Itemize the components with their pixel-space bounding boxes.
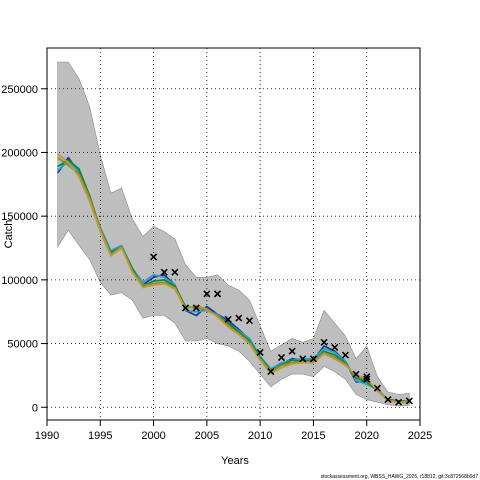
observed-point (320, 338, 328, 346)
y-axis-title: Catch (3, 220, 15, 249)
y-tick-label: 200000 (1, 147, 38, 159)
x-tick-label: 2015 (301, 430, 325, 442)
y-tick-label: 0 (32, 402, 38, 414)
observed-point (224, 315, 232, 323)
observed-point (245, 317, 254, 325)
observed-point (150, 253, 158, 261)
observed-point (277, 354, 286, 362)
y-tick-label: 150000 (1, 211, 38, 223)
observed-point (309, 355, 317, 363)
x-tick-label: 1990 (35, 430, 59, 442)
y-axis: 0 50000 100000 150000 200000 250000 (1, 84, 47, 414)
observed-point (405, 397, 413, 405)
footer-note: stockassessment.org, WBSS_HAWG_2025, r18… (321, 474, 479, 480)
y-tick-label: 100000 (1, 275, 38, 287)
observed-point (363, 375, 371, 383)
confidence-band (57, 61, 410, 407)
observed-point (160, 268, 168, 276)
observed-point (288, 347, 296, 355)
y-tick-label: 250000 (1, 84, 38, 96)
observed-point (395, 398, 403, 406)
observed-point (352, 370, 360, 378)
x-tick-label: 2010 (248, 430, 272, 442)
observed-point (341, 351, 349, 359)
observed-point (213, 290, 222, 298)
x-tick-label: 2020 (354, 430, 378, 442)
observed-point (203, 290, 211, 298)
observed-point (373, 384, 381, 392)
x-tick-label: 2005 (195, 430, 219, 442)
observed-point (171, 268, 179, 276)
observed-point (256, 348, 264, 357)
x-axis: 1990 1995 2000 2005 2010 2015 2020 2025 (35, 420, 432, 442)
observed-point (181, 304, 190, 312)
series-line-5 (57, 153, 410, 404)
observed-point (235, 314, 243, 322)
plot-frame (46, 47, 421, 421)
x-tick-label: 2025 (408, 430, 432, 442)
observed-point (331, 343, 339, 351)
observed-point (267, 368, 275, 376)
series-lines (56, 153, 410, 404)
x-tick-label: 2000 (141, 430, 165, 442)
confidence-band-area (57, 61, 410, 407)
x-tick-label: 1995 (88, 430, 112, 442)
x-axis-title: Years (221, 455, 249, 467)
observed-catch-points (150, 253, 413, 406)
observed-point (299, 355, 307, 363)
observed-point (384, 396, 392, 404)
y-tick-label: 50000 (7, 339, 38, 351)
observed-point (363, 373, 371, 381)
observed-point (192, 304, 200, 312)
